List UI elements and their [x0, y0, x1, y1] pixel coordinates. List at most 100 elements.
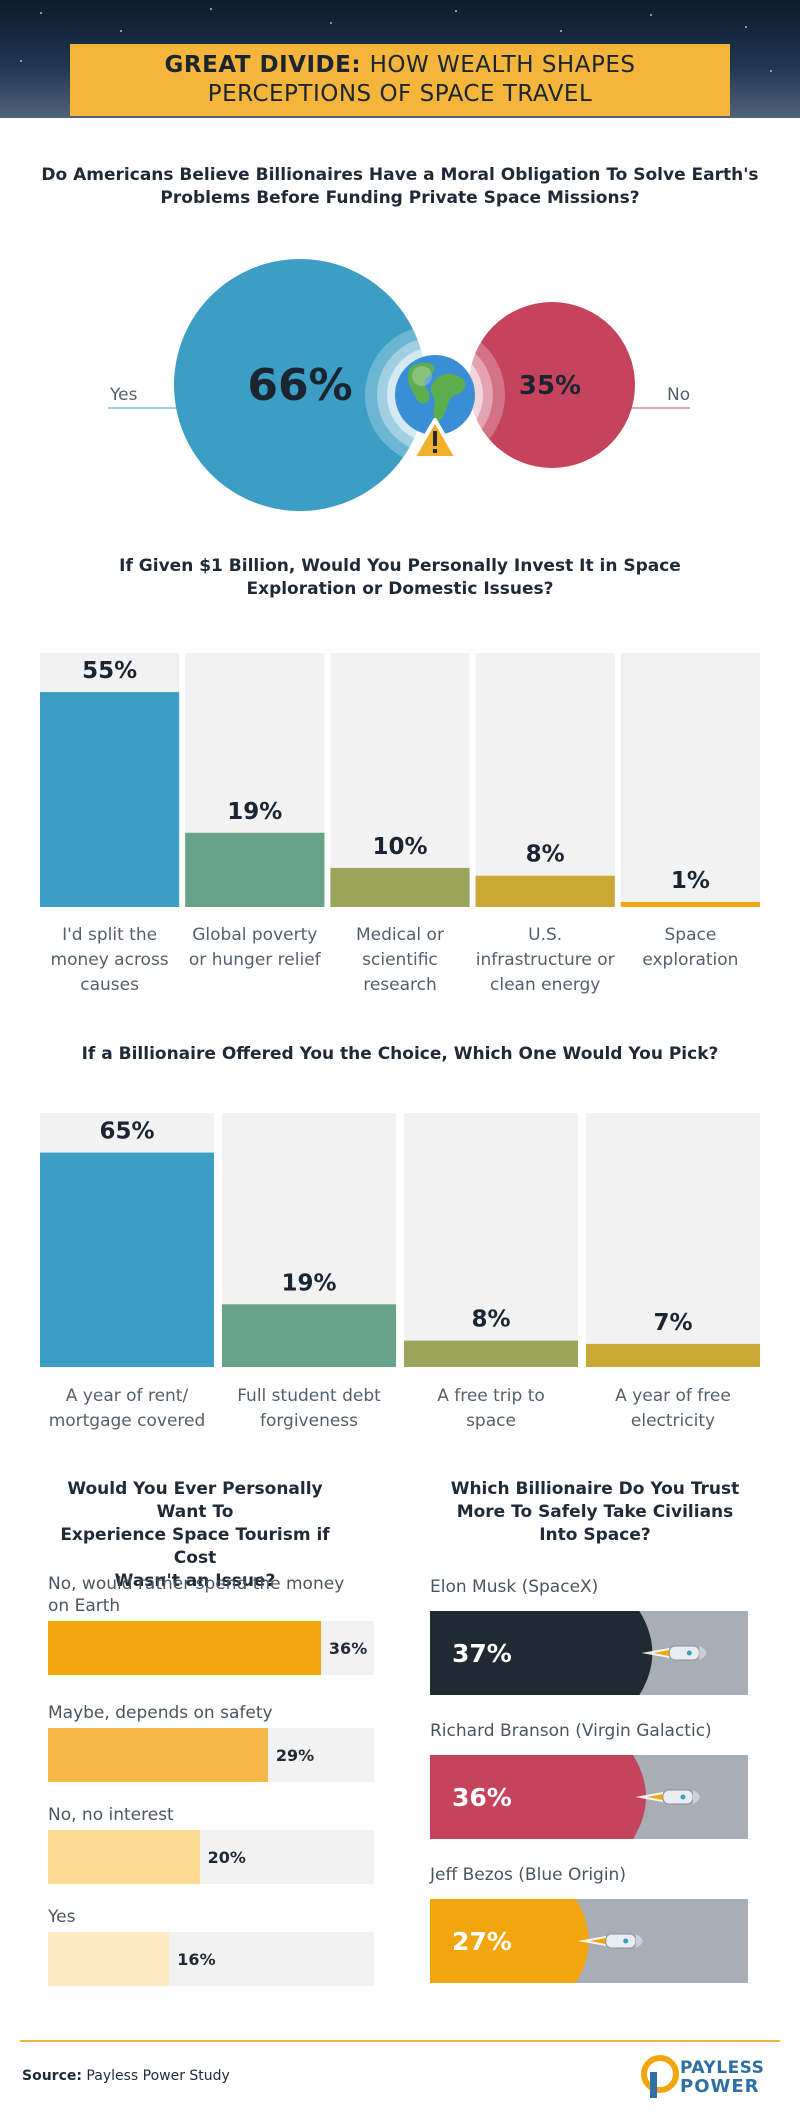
logo-text-line-1: PAYLESS — [680, 2058, 765, 2078]
trust-bar-value: 27% — [452, 1927, 512, 1956]
tourism-option-label-line: Maybe, depends on safety — [48, 1703, 273, 1723]
chart4-title-line-1: Would You Ever Personally Want To — [67, 1479, 323, 1522]
bar-category-label: Global poverty or hunger relief — [185, 923, 324, 973]
source-label: Source: — [22, 2068, 82, 2084]
logo-text-line-2: POWER — [680, 2076, 760, 2097]
payless-power-logo: PAYLESS POWER — [640, 2052, 780, 2102]
bar-category-label-line: I'd split the — [62, 925, 158, 945]
venn-no-circle — [469, 302, 635, 468]
bar — [404, 1340, 578, 1367]
bar-category-label: I'd split the money across causes — [40, 923, 179, 998]
venn-no-value: 35% — [519, 371, 581, 401]
bar-category-label: A year of free electricity — [586, 1384, 760, 1434]
tourism-bar-fill — [48, 1830, 200, 1884]
tourism-option-label-line: Yes — [48, 1907, 76, 1927]
bar-track — [586, 1113, 760, 1367]
bar-track — [330, 653, 470, 907]
chart3-bars: 65% 19% 8% 7% — [40, 1113, 760, 1367]
chart5-title-line-1: Which Billionaire Do You Trust — [450, 1479, 740, 1499]
bar-category-label: Space exploration — [621, 923, 760, 973]
bar-value-label: 7% — [653, 1310, 692, 1336]
tourism-bar-value: 36% — [328, 1639, 368, 1658]
trust-bar: 37% — [430, 1611, 748, 1695]
billionaire-name-label: Richard Branson (Virgin Galactic) — [430, 1721, 712, 1741]
title-rest: HOW WEALTH SHAPES — [369, 52, 636, 78]
tourism-bar-fill — [48, 1932, 170, 1986]
bar — [330, 867, 470, 907]
chart5-title-line-2: More To Safely Take Civilians — [456, 1502, 734, 1522]
bar-value-label: 10% — [372, 834, 427, 860]
chart5-title: Which Billionaire Do You Trust More To S… — [430, 1478, 760, 1547]
title-banner: GREAT DIVIDE: HOW WEALTH SHAPES PERCEPTI… — [70, 44, 730, 116]
chart2-title-line-2: Exploration or Domestic Issues? — [246, 579, 554, 599]
chart4-title-line-2: Experience Space Tourism if Cost — [60, 1525, 330, 1568]
bar-value-label: 65% — [99, 1119, 154, 1145]
footer-divider — [20, 2040, 780, 2042]
bar-category-label-line: clean energy — [490, 975, 601, 995]
tourism-bar-value: 16% — [177, 1950, 216, 1969]
bar — [620, 902, 760, 907]
bar-category-label-line: research — [363, 975, 437, 995]
bar-category-label-line: Full student debt — [237, 1386, 381, 1406]
rocket-icon — [641, 1645, 707, 1661]
bar — [40, 1152, 214, 1367]
bar-value-label: 8% — [471, 1307, 510, 1333]
bar-category-label-line: forgiveness — [259, 1411, 359, 1431]
venn-yes-circle — [174, 259, 426, 511]
trust-bar: 27% — [430, 1899, 748, 1983]
chart4-title-line-3: Wasn't an Issue? — [114, 1571, 276, 1591]
bar-track — [404, 1113, 578, 1367]
tourism-option-label-line: No, no interest — [48, 1805, 174, 1825]
bar-track — [620, 653, 760, 907]
tourism-option-label-line: No, would rather spend the money — [48, 1574, 345, 1594]
bar-category-label-line: exploration — [642, 950, 739, 970]
trust-bar-fill — [430, 1611, 653, 1695]
bar-category-label-line: infrastructure or — [475, 950, 615, 970]
bar-category-label-line: Space — [664, 925, 717, 945]
tourism-option-label: Yes — [48, 1906, 388, 1928]
billionaire-name-label: Jeff Bezos (Blue Origin) — [430, 1865, 626, 1885]
bar-value-label: 19% — [227, 799, 282, 825]
bar-track — [475, 653, 615, 907]
title-line-1: GREAT DIVIDE: HOW WEALTH SHAPES — [165, 51, 636, 80]
title-line-2: PERCEPTIONS OF SPACE TRAVEL — [207, 81, 593, 107]
source-text: Payless Power Study — [86, 2068, 230, 2084]
bar-category-label-line: Medical or — [356, 925, 444, 945]
bar-category-label-line: money across — [50, 950, 169, 970]
bar-category-label-line: scientific — [362, 950, 438, 970]
bar-category-label: A free trip to space — [404, 1384, 578, 1434]
title-bold: GREAT DIVIDE: — [164, 52, 362, 78]
tourism-bar-fill — [48, 1728, 268, 1782]
bar-category-label: U.S. infrastructure or clean energy — [476, 923, 615, 998]
trust-bar-value: 36% — [452, 1783, 512, 1812]
tourism-bar-value: 29% — [275, 1746, 315, 1765]
bar-category-label-line: electricity — [630, 1411, 716, 1431]
bar-category-label-line: space — [466, 1411, 516, 1431]
bar-category-label-line: A year of free — [615, 1386, 731, 1406]
tourism-option-label: No, would rather spend the money on Earth — [48, 1573, 388, 1617]
chart2-title-line-1: If Given $1 Billion, Would You Personall… — [119, 556, 681, 576]
source-note: Source: Payless Power Study — [22, 2068, 230, 2084]
bar-value-label: 55% — [82, 658, 137, 684]
warning-icon — [411, 418, 459, 460]
chart1-venn: 66% 35% Yes No — [108, 259, 690, 511]
bar — [185, 832, 325, 907]
billionaire-name-label: Elon Musk (SpaceX) — [430, 1577, 599, 1597]
trust-bar-fill — [430, 1755, 646, 1839]
venn-yes-value: 66% — [247, 360, 352, 411]
chart2-title: If Given $1 Billion, Would You Personall… — [40, 555, 760, 601]
bar-category-label-line: Global poverty — [192, 925, 318, 945]
bar-category-label-line: A free trip to — [437, 1386, 545, 1406]
bar — [475, 875, 615, 907]
tourism-bar-value: 20% — [207, 1848, 246, 1867]
bar-value-label: 8% — [526, 842, 565, 868]
capsule-icon — [577, 1933, 643, 1949]
bar-category-label-line: causes — [80, 975, 139, 995]
trust-bar-value: 37% — [452, 1639, 512, 1668]
bar-category-label-line: mortgage covered — [48, 1411, 206, 1431]
venn-yes-label: Yes — [109, 385, 138, 405]
bar — [40, 692, 180, 907]
chart1-title: Do Americans Believe Billionaires Have a… — [41, 165, 759, 208]
trust-bar: 36% — [430, 1755, 748, 1839]
bar-value-label: 1% — [671, 868, 710, 894]
